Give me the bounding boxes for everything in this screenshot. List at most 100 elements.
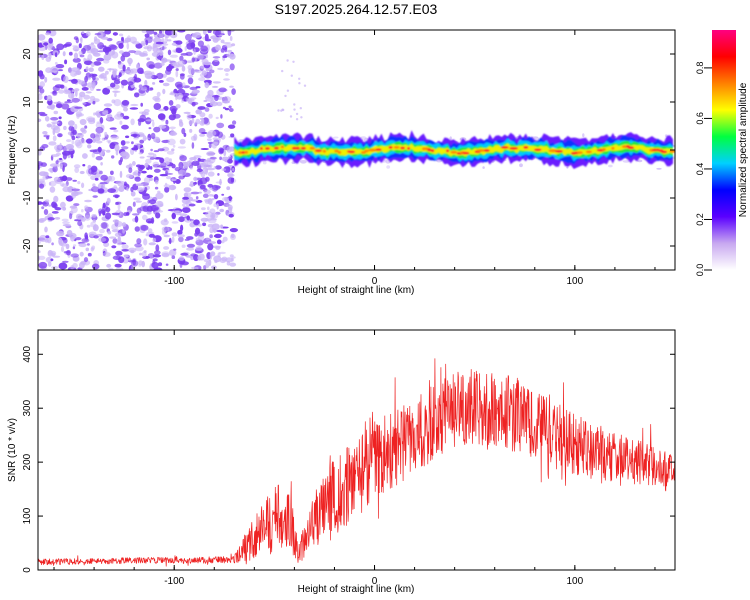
noise-speckle bbox=[135, 200, 142, 203]
noise-speckle bbox=[118, 159, 122, 166]
noise-speckle bbox=[212, 81, 221, 84]
spectrogram-x-axis-label: Height of straight line (km) bbox=[298, 285, 415, 296]
noise-speckle bbox=[50, 117, 59, 121]
noise-speckle bbox=[42, 131, 48, 135]
noise-speckle bbox=[114, 144, 120, 152]
noise-speckle bbox=[188, 39, 196, 44]
noise-speckle bbox=[121, 51, 131, 58]
noise-speckle bbox=[231, 256, 236, 259]
faint-speckle bbox=[449, 136, 452, 140]
noise-speckle bbox=[157, 190, 161, 194]
noise-speckle bbox=[215, 116, 219, 120]
noise-speckle bbox=[56, 230, 65, 237]
noise-speckle bbox=[74, 123, 78, 130]
noise-speckle bbox=[55, 179, 62, 185]
noise-speckle bbox=[213, 194, 219, 200]
noise-speckle bbox=[91, 186, 100, 193]
noise-speckle bbox=[193, 133, 198, 141]
noise-speckle bbox=[132, 213, 140, 216]
noise-speckle bbox=[55, 160, 59, 165]
noise-speckle bbox=[85, 91, 92, 94]
noise-speckle bbox=[152, 258, 158, 262]
colorbar-tick-label: 0.0 bbox=[695, 264, 705, 277]
noise-speckle bbox=[38, 234, 48, 243]
noise-speckle bbox=[205, 168, 208, 176]
noise-speckle bbox=[171, 255, 176, 259]
noise-speckle bbox=[153, 31, 158, 35]
noise-speckle bbox=[181, 82, 186, 88]
noise-speckle bbox=[120, 79, 128, 86]
noise-speckle bbox=[109, 127, 117, 130]
noise-speckle bbox=[72, 57, 81, 63]
noise-speckle bbox=[202, 30, 207, 35]
noise-speckle bbox=[229, 85, 234, 88]
noise-speckle bbox=[68, 185, 74, 192]
noise-speckle bbox=[74, 89, 78, 97]
noise-speckle bbox=[220, 224, 224, 229]
noise-speckle bbox=[186, 160, 192, 166]
noise-speckle bbox=[213, 255, 222, 263]
noise-speckle bbox=[197, 40, 204, 47]
noise-speckle bbox=[185, 51, 193, 57]
noise-speckle bbox=[62, 152, 67, 160]
noise-speckle bbox=[57, 133, 63, 138]
noise-speckle bbox=[123, 115, 130, 120]
noise-speckle bbox=[184, 46, 187, 51]
noise-speckle bbox=[212, 30, 222, 36]
noise-speckle bbox=[71, 78, 78, 84]
signal-hotspot bbox=[523, 146, 529, 149]
noise-speckle bbox=[211, 184, 221, 191]
noise-speckle bbox=[156, 165, 166, 168]
noise-speckle bbox=[117, 203, 121, 211]
noise-speckle bbox=[146, 57, 150, 61]
noise-speckle bbox=[97, 188, 105, 194]
noise-speckle bbox=[38, 150, 42, 156]
noise-speckle bbox=[205, 237, 210, 241]
noise-speckle bbox=[146, 75, 155, 79]
noise-speckle bbox=[181, 203, 186, 207]
noise-speckle bbox=[178, 161, 184, 169]
noise-speckle bbox=[84, 75, 88, 83]
noise-speckle bbox=[126, 35, 131, 42]
noise-speckle bbox=[204, 107, 210, 112]
faint-speckle bbox=[293, 108, 296, 111]
noise-speckle bbox=[110, 135, 120, 140]
faint-speckle bbox=[298, 77, 301, 81]
noise-speckle bbox=[159, 30, 162, 35]
colorbar-tick-label: 0.4 bbox=[695, 163, 705, 176]
noise-speckle bbox=[175, 40, 183, 45]
noise-speckle bbox=[79, 170, 85, 175]
noise-speckle bbox=[45, 256, 53, 263]
noise-speckle bbox=[228, 195, 232, 202]
y-tick-label: 0 bbox=[22, 147, 33, 153]
noise-speckle bbox=[186, 243, 195, 248]
noise-speckle bbox=[177, 60, 185, 66]
noise-speckle bbox=[177, 229, 183, 235]
noise-speckle bbox=[98, 237, 107, 242]
noise-speckle bbox=[209, 227, 214, 234]
noise-speckle bbox=[231, 88, 236, 95]
noise-speckle bbox=[106, 197, 111, 204]
noise-speckle bbox=[96, 121, 101, 124]
noise-speckle bbox=[179, 138, 186, 145]
noise-speckle bbox=[155, 41, 164, 45]
noise-speckle bbox=[47, 52, 52, 57]
noise-speckle bbox=[169, 126, 176, 130]
faint-speckle bbox=[262, 161, 267, 165]
noise-speckle bbox=[147, 200, 150, 204]
noise-speckle bbox=[188, 119, 193, 126]
chart-title: S197.2025.264.12.57.E03 bbox=[275, 1, 438, 17]
noise-speckle bbox=[71, 97, 80, 103]
noise-speckle bbox=[50, 250, 57, 256]
noise-speckle bbox=[182, 207, 191, 214]
noise-speckle bbox=[77, 220, 83, 226]
spectrogram-x-ticks: -100 0 100 bbox=[53, 30, 656, 287]
noise-speckle bbox=[206, 151, 216, 157]
noise-speckle bbox=[107, 188, 116, 194]
noise-speckle bbox=[51, 242, 54, 246]
noise-speckle bbox=[99, 181, 108, 185]
noise-speckle bbox=[207, 243, 214, 251]
noise-speckle bbox=[110, 82, 116, 88]
noise-speckle bbox=[107, 175, 112, 181]
